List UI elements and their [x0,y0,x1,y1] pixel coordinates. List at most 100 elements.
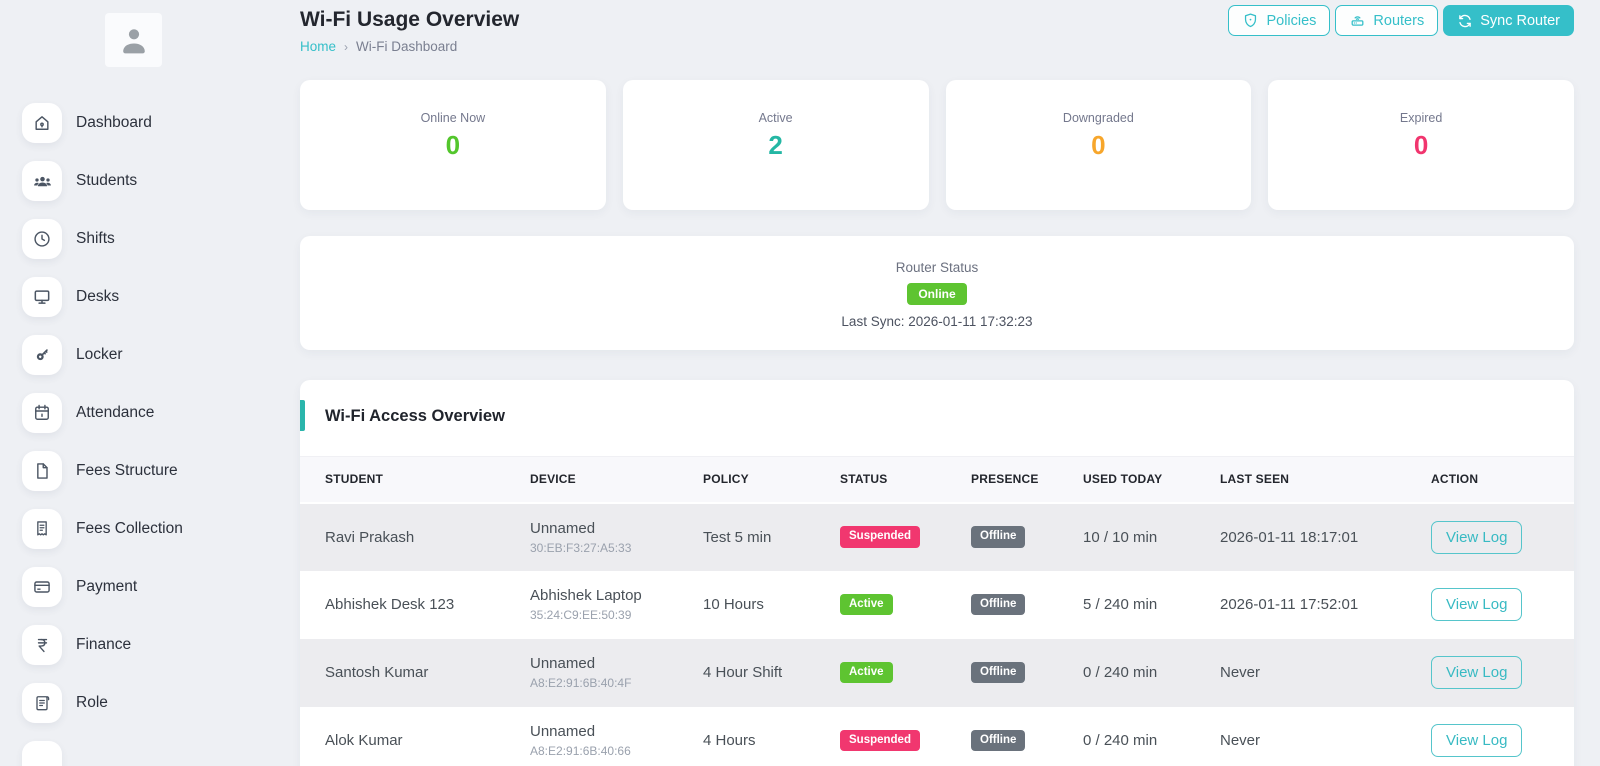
presence-cell: Offline [971,571,1083,639]
sidebar-item-label: Finance [76,636,132,653]
stat-label: Online Now [420,111,486,125]
student-name: Alok Kumar [325,732,403,749]
breadcrumb-current: Wi-Fi Dashboard [356,39,458,54]
sidebar-item-label: Desks [76,288,120,305]
home-icon [22,103,62,143]
router-status-card: Router Status Online Last Sync: 2026-01-… [300,236,1574,350]
sidebar-item-label: Fees Collection [76,520,183,537]
routers-button[interactable]: Routers [1335,5,1439,36]
stat-card-active: Active 2 [622,80,929,210]
sidebar-item-role[interactable]: Role [22,683,183,723]
device-mac: 35:24:C9:EE:50:39 [530,608,632,622]
student-name: Santosh Kumar [325,664,429,681]
router-last-sync: Last Sync: 2026-01-11 17:32:23 [841,314,1033,330]
col-student: STUDENT [300,456,530,504]
sync-icon [1459,14,1472,27]
table-header-row: STUDENT DEVICE POLICY STATUS PRESENCE US… [300,456,1574,504]
action-cell: View Log [1431,571,1574,639]
sync-router-button[interactable]: Sync Router [1443,5,1574,36]
sidebar-item-label: Attendance [76,404,155,421]
status-cell: Active [840,639,971,707]
presence-badge: Offline [971,661,1026,684]
device-cell: Abhishek Laptop 35:24:C9:EE:50:39 [530,571,703,639]
status-cell: Suspended [840,503,971,571]
sidebar-item-label: Students [76,172,138,189]
presence-cell: Offline [971,707,1083,766]
monitor-icon [22,277,62,317]
used-today-cell: 5 / 240 min [1083,596,1158,613]
stat-value: 0 [445,130,461,160]
table-row: Abhishek Desk 123 Abhishek Laptop 35:24:… [300,571,1574,639]
policy-cell: 4 Hour Shift [703,664,783,681]
view-log-button[interactable]: View Log [1431,588,1523,621]
view-log-button[interactable]: View Log [1431,724,1523,757]
router-status-label: Router Status [895,260,979,275]
action-cell: View Log [1431,503,1574,571]
table-row: Alok Kumar Unnamed A8:E2:91:6B:40:66 4 H… [300,707,1574,766]
device-mac: A8:E2:91:6B:40:4F [530,676,632,690]
sidebar-item-label: Dashboard [76,114,152,131]
presence-badge: Offline [971,729,1026,752]
presence-cell: Offline [971,639,1083,707]
col-status: STATUS [840,456,971,504]
key-icon [22,335,62,375]
sidebar-item-label: Role [76,694,108,711]
wifi-access-title: Wi-Fi Access Overview [325,407,505,425]
sidebar-item-dashboard[interactable]: Dashboard [22,103,183,143]
action-cell: View Log [1431,639,1574,707]
student-name: Ravi Prakash [325,528,415,546]
sidebar-nav: Dashboard Students Shifts [22,103,183,766]
sidebar-item-fees-collection[interactable]: Fees Collection [22,509,183,549]
router-icon [1351,16,1364,26]
device-cell: Unnamed 30:EB:F3:27:A5:33 [530,503,703,571]
used-today-cell: 10 / 10 min [1083,528,1158,546]
device-name: Unnamed [530,519,596,537]
stat-value: 2 [768,130,783,160]
status-badge: Suspended [840,526,920,548]
student-name: Abhishek Desk 123 [325,596,455,613]
device-mac: A8:E2:91:6B:40:66 [530,744,631,758]
scroll-icon [22,683,62,723]
presence-cell: Offline [971,503,1083,571]
sidebar-item-locker[interactable]: Locker [22,335,183,375]
col-action: ACTION [1431,456,1574,504]
sidebar-item-finance[interactable]: Finance [22,625,183,665]
stat-card-online-now: Online Now 0 [300,80,606,210]
sidebar-item-desks[interactable]: Desks [22,277,183,317]
sidebar-item-fees-structure[interactable]: Fees Structure [22,451,183,491]
device-mac: 30:EB:F3:27:A5:33 [530,540,632,555]
stat-value: 0 [1413,130,1429,160]
partial-icon [22,741,62,766]
sidebar-item-shifts[interactable]: Shifts [22,219,183,259]
breadcrumb: Home › Wi-Fi Dashboard [300,39,1574,54]
wifi-access-title-row: Wi-Fi Access Overview [300,380,1574,456]
sidebar-item-label: Locker [76,346,123,363]
sidebar-item-attendance[interactable]: Attendance [22,393,183,433]
stat-label: Active [758,111,793,125]
sidebar-item-label: Payment [76,578,138,595]
avatar[interactable] [105,13,162,67]
main-content: Wi-Fi Usage Overview Home › Wi-Fi Dashboar… [300,0,1574,766]
status-cell: Active [840,571,971,639]
col-presence: PRESENCE [971,456,1083,504]
view-log-button[interactable]: View Log [1431,656,1523,689]
stat-value: 0 [1091,130,1106,160]
col-device: DEVICE [530,456,703,504]
rupee-icon [22,625,62,665]
stat-card-downgraded: Downgraded 0 [945,80,1252,210]
view-log-button[interactable]: View Log [1431,520,1523,554]
sidebar-item-payment[interactable]: Payment [22,567,183,607]
calendar-icon [22,393,62,433]
wifi-access-card: Wi-Fi Access Overview STUDENT DEVICE POL… [300,380,1574,766]
used-today-cell: 0 / 240 min [1083,732,1158,749]
breadcrumb-separator: › [344,40,349,54]
last-seen-cell: Never [1220,664,1261,681]
policy-cell: 10 Hours [703,596,764,613]
page-header: Wi-Fi Usage Overview Home › Wi-Fi Dashboar… [300,0,1574,54]
sidebar-item-partial[interactable] [22,741,183,766]
sidebar-item-students[interactable]: Students [22,161,183,201]
policies-button[interactable]: Policies [1228,5,1331,36]
breadcrumb-home-link[interactable]: Home [300,39,337,54]
wifi-access-table: STUDENT DEVICE POLICY STATUS PRESENCE US… [300,456,1574,766]
stat-label: Downgraded [1062,111,1134,125]
